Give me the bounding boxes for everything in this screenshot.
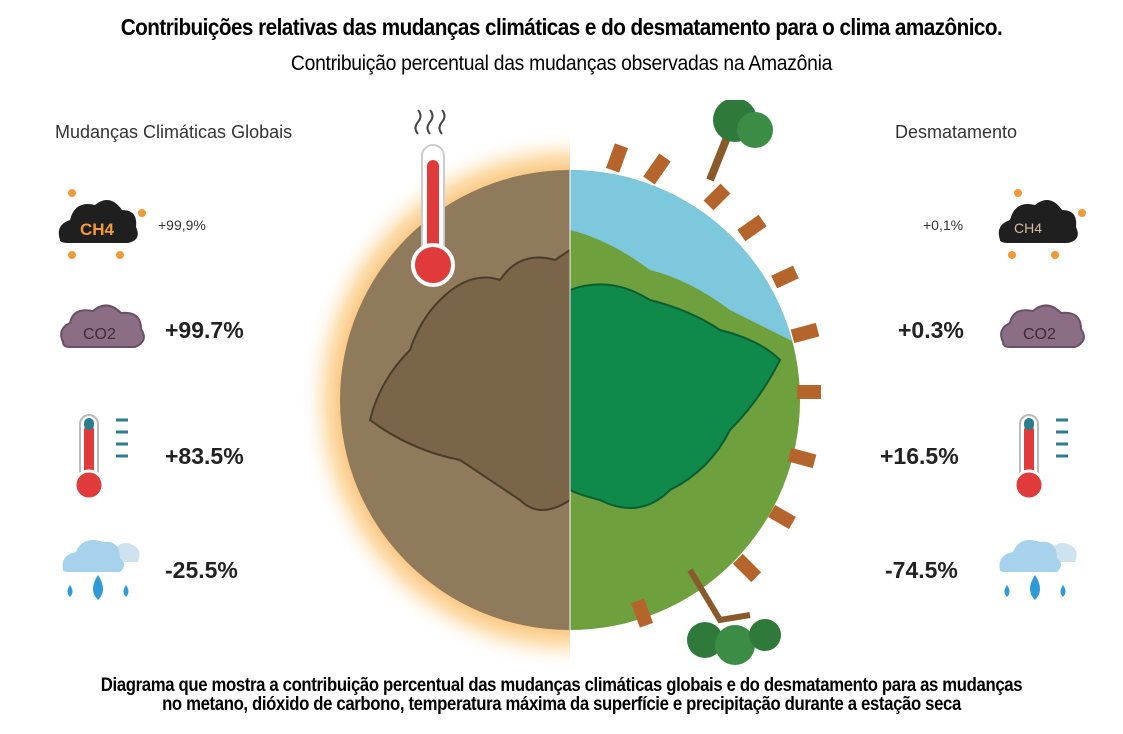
methane-label: CH4 bbox=[80, 220, 115, 239]
amazon-globe-illustration bbox=[300, 100, 821, 670]
caption: Diagrama que mostra a contribuição perce… bbox=[67, 676, 1055, 714]
caption-line-2: no metano, dióxido de carbono, temperatu… bbox=[162, 694, 961, 715]
temperature-thermometer-icon bbox=[73, 414, 128, 501]
global-climate-label: Mudanças Climáticas Globais bbox=[55, 122, 293, 142]
dry-land-half bbox=[340, 170, 570, 630]
right-precipitation-value: -74.5% bbox=[885, 557, 958, 583]
rain-cloud-icon-right bbox=[999, 539, 1077, 600]
caption-line-1: Diagrama que mostra a contribuição perce… bbox=[100, 675, 1023, 696]
page-title: Contribuições relativas das mudanças cli… bbox=[120, 14, 1003, 40]
deforestation-label: Desmatamento bbox=[895, 122, 1018, 142]
left-precipitation-value: -25.5% bbox=[165, 557, 238, 583]
co2-label: CO2 bbox=[83, 326, 116, 343]
heat-thermometer-icon bbox=[411, 109, 455, 287]
left-temperature-value: +83.5% bbox=[165, 443, 244, 469]
co2-cloud-icon: CO2 bbox=[60, 304, 145, 348]
cut-tree-trunks bbox=[605, 143, 821, 628]
right-methane-value: +0,1% bbox=[923, 217, 964, 233]
left-methane-value: +99,9% bbox=[158, 217, 206, 233]
methane-cloud-icon-right: CH4 bbox=[998, 189, 1086, 259]
page-subtitle: Contribuição percentual das mudanças obs… bbox=[290, 52, 833, 75]
temperature-thermometer-icon-right bbox=[1013, 414, 1068, 501]
rain-cloud-icon bbox=[62, 539, 140, 600]
co2-cloud-icon-right: CO2 bbox=[1000, 304, 1085, 348]
right-temperature-value: +16.5% bbox=[880, 443, 959, 469]
right-co2-value: +0.3% bbox=[898, 317, 964, 343]
fallen-tree-illustration bbox=[687, 568, 781, 665]
tree-illustration bbox=[706, 100, 773, 182]
methane-label-right: CH4 bbox=[1014, 220, 1042, 236]
left-co2-value: +99.7% bbox=[165, 317, 244, 343]
co2-label-right: CO2 bbox=[1023, 326, 1056, 343]
methane-cloud-icon: CH4 bbox=[58, 189, 146, 259]
